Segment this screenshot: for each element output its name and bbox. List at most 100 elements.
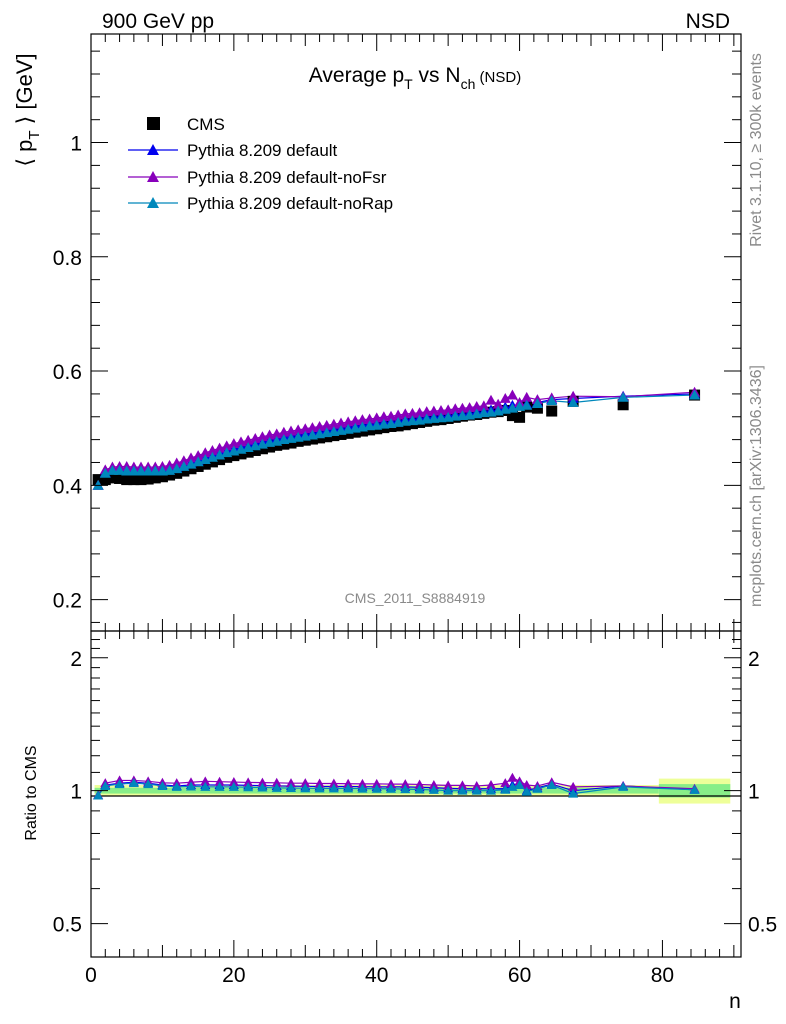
side-text-version: Rivet 3.1.10, ≥ 300k events xyxy=(748,53,765,247)
ratio-point-norap xyxy=(271,782,282,792)
x-tick-label: 20 xyxy=(222,964,245,987)
ratio-y-tick-label-right: 1 xyxy=(748,781,760,804)
point-cms xyxy=(264,441,276,453)
point-cms xyxy=(206,456,218,468)
point-norap xyxy=(114,464,126,475)
header-left: 900 GeV pp xyxy=(102,10,214,33)
point-cms xyxy=(506,410,518,422)
ratio-point-nofsr xyxy=(243,777,254,787)
ratio-point-nofsr xyxy=(400,779,411,789)
ratio-point-norap xyxy=(300,783,311,793)
point-norap xyxy=(567,396,579,407)
ratio-point-norap xyxy=(286,783,296,793)
ratio-point-norap xyxy=(546,780,557,790)
ratio-point-norap xyxy=(457,785,468,795)
point-cms xyxy=(531,402,543,414)
ratio-point-nofsr xyxy=(214,776,225,786)
ratio-point-nofsr xyxy=(386,779,396,789)
ratio-point-nofsr xyxy=(521,780,532,790)
ratio-point-norap xyxy=(568,788,579,798)
ratio-point-nofsr xyxy=(228,777,239,787)
ratio-point-norap xyxy=(243,782,254,792)
point-norap xyxy=(135,465,147,476)
x-tick-label: 80 xyxy=(651,964,674,987)
ratio-y-tick-label-right: 2 xyxy=(748,648,760,671)
ratio-point-norap xyxy=(428,784,439,794)
point-cms xyxy=(192,460,204,472)
point-norap xyxy=(149,465,161,476)
ratio-point-norap xyxy=(171,781,182,791)
point-cms xyxy=(178,465,190,477)
point-norap xyxy=(617,391,629,402)
ratio-point-nofsr xyxy=(568,781,579,791)
point-cms xyxy=(106,472,118,484)
ratio-y-ticks: 0.5 0.5 1 1 2 2 xyxy=(53,639,777,937)
ratio-x-ticks: 0 20 40 60 80 xyxy=(85,631,735,987)
point-cms xyxy=(199,458,211,470)
ratio-point-norap xyxy=(521,786,532,796)
ratio-point-nofsr xyxy=(343,778,354,788)
point-cms xyxy=(92,474,104,486)
point-norap xyxy=(121,465,133,476)
legend-cms-marker xyxy=(147,117,160,130)
point-nofsr xyxy=(499,392,511,403)
ratio-point-nofsr xyxy=(328,778,339,788)
point-norap xyxy=(546,395,558,406)
ratio-point-nofsr xyxy=(457,780,468,790)
main-y-ticks: 0.2 0.4 0.6 0.8 1 xyxy=(53,50,741,623)
legend-nofsr-marker xyxy=(147,171,159,182)
ratio-point-nofsr xyxy=(471,780,482,790)
ratio-point-nofsr xyxy=(428,780,439,790)
point-norap xyxy=(142,465,154,476)
point-cms xyxy=(256,443,268,455)
ratio-point-norap xyxy=(400,784,411,794)
ratio-y-tick-label: 1 xyxy=(70,781,82,804)
ratio-point-norap xyxy=(532,783,543,793)
point-cms xyxy=(242,446,254,458)
point-cms xyxy=(164,469,176,481)
point-cms xyxy=(214,454,226,466)
main-panel: 0.2 0.4 0.6 0.8 1 ⟨ pT ⟩ [GeV] Average pT vs… xyxy=(12,33,742,632)
ratio-point-norap xyxy=(314,783,325,793)
point-cms xyxy=(114,472,126,484)
x-tick-label: 60 xyxy=(508,964,531,987)
ratio-point-norap xyxy=(257,782,268,792)
side-text-source: mcplots.cern.ch [arXiv:1306.3436] xyxy=(748,365,765,607)
ratio-point-norap xyxy=(343,783,354,793)
ratio-point-nofsr xyxy=(271,777,282,787)
ratio-point-norap xyxy=(114,779,125,789)
ratio-point-norap xyxy=(228,781,239,791)
ratio-point-norap xyxy=(618,781,629,791)
ratio-point-norap xyxy=(186,781,196,791)
ratio-point-nofsr xyxy=(300,778,311,788)
ratio-point-nofsr xyxy=(443,780,454,790)
point-cms xyxy=(235,448,247,460)
ratio-point-norap xyxy=(414,784,425,794)
point-nofsr xyxy=(178,455,190,466)
ratio-point-nofsr xyxy=(314,778,325,788)
point-cms xyxy=(228,450,240,462)
ratio-point-norap xyxy=(386,783,396,793)
legend-cms-label: CMS xyxy=(187,115,225,134)
ratio-point-norap xyxy=(93,790,104,800)
ratio-point-nofsr xyxy=(257,777,268,787)
ratio-frame xyxy=(90,630,742,958)
point-nofsr xyxy=(478,400,490,411)
x-axis-label: n xyxy=(729,990,741,1013)
ratio-y-tick-label: 0.5 xyxy=(53,914,82,937)
legend-norap-label: Pythia 8.209 default-noRap xyxy=(187,194,393,213)
legend-nofsr-label: Pythia 8.209 default-noFsr xyxy=(187,168,387,187)
ratio-point-nofsr xyxy=(486,780,496,790)
main-x-ticks xyxy=(90,34,735,631)
point-cms xyxy=(221,451,233,463)
point-norap xyxy=(531,398,543,409)
ratio-point-nofsr xyxy=(357,778,368,788)
ratio-point-norap xyxy=(514,780,525,790)
ratio-point-nofsr xyxy=(414,779,425,789)
ratio-point-norap xyxy=(200,781,211,791)
main-y-tick-label: 0.2 xyxy=(53,590,82,613)
point-nofsr xyxy=(506,389,518,400)
point-nofsr xyxy=(485,394,497,405)
chart-title: Average pT vs Nch (NSD) xyxy=(309,64,521,92)
